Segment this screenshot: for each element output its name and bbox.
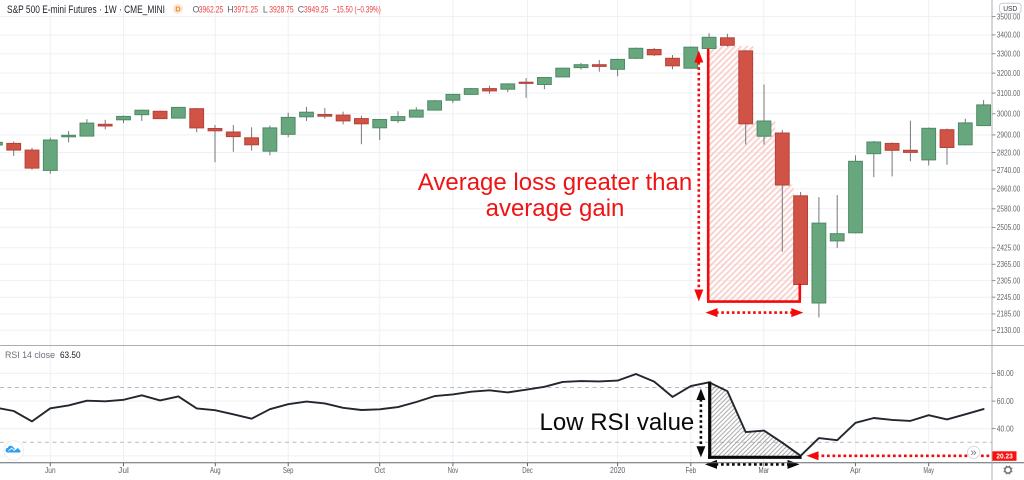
svg-text:Apr: Apr	[850, 466, 861, 475]
svg-text:L: L	[263, 4, 268, 14]
svg-text:O: O	[193, 4, 200, 14]
svg-text:2130.00: 2130.00	[997, 326, 1021, 335]
svg-text:2900.00: 2900.00	[997, 131, 1021, 140]
svg-text:20.23: 20.23	[996, 452, 1013, 461]
svg-text:RSI 14 close: RSI 14 close	[5, 350, 55, 361]
svg-text:Low RSI value: Low RSI value	[540, 409, 695, 436]
svg-text:2365.00: 2365.00	[997, 260, 1021, 269]
svg-text:Mar: Mar	[759, 466, 770, 475]
svg-text:2245.00: 2245.00	[997, 293, 1021, 302]
svg-text:3949.25: 3949.25	[304, 4, 328, 14]
svg-text:3500.00: 3500.00	[997, 12, 1021, 21]
svg-text:USD: USD	[1003, 6, 1017, 13]
svg-text:average gain: average gain	[486, 195, 625, 222]
svg-text:S&P 500 E-mini Futures · 1W ·: S&P 500 E-mini Futures · 1W · CME_MINI	[7, 4, 165, 16]
svg-text:3000.00: 3000.00	[997, 110, 1021, 119]
svg-text:3928.75: 3928.75	[269, 4, 293, 14]
svg-text:2185.00: 2185.00	[997, 310, 1021, 319]
svg-text:3400.00: 3400.00	[997, 31, 1021, 40]
svg-text:3300.00: 3300.00	[997, 50, 1021, 59]
svg-text:Feb: Feb	[686, 466, 697, 475]
svg-text:Dec: Dec	[522, 466, 533, 475]
svg-text:80.00: 80.00	[997, 369, 1014, 378]
svg-text:3962.25: 3962.25	[199, 4, 223, 14]
svg-text:2660.00: 2660.00	[997, 185, 1021, 194]
svg-text:Sep: Sep	[283, 466, 294, 475]
svg-text:2020: 2020	[610, 466, 626, 475]
svg-text:»: »	[971, 447, 977, 459]
svg-text:H: H	[227, 4, 233, 14]
svg-text:Aug: Aug	[210, 466, 221, 475]
svg-text:63.50: 63.50	[60, 350, 81, 361]
svg-text:C: C	[298, 4, 305, 14]
svg-text:3971.25: 3971.25	[234, 4, 258, 14]
svg-text:Jun: Jun	[45, 466, 56, 475]
svg-text:2580.00: 2580.00	[997, 205, 1021, 214]
svg-text:D: D	[175, 5, 181, 14]
svg-text:Nov: Nov	[448, 466, 459, 475]
svg-text:2505.00: 2505.00	[997, 223, 1021, 232]
svg-text:2425.00: 2425.00	[997, 244, 1021, 253]
svg-text:60.00: 60.00	[997, 397, 1014, 406]
svg-text:2820.00: 2820.00	[997, 148, 1021, 157]
svg-text:Jul: Jul	[118, 466, 129, 475]
svg-text:3200.00: 3200.00	[997, 69, 1021, 78]
svg-text:−15.50 (−0.39%): −15.50 (−0.39%)	[333, 4, 381, 14]
svg-text:Oct: Oct	[374, 466, 385, 475]
svg-text:3100.00: 3100.00	[997, 89, 1021, 98]
svg-text:May: May	[923, 466, 934, 475]
svg-text:2305.00: 2305.00	[997, 276, 1021, 285]
svg-text:2740.00: 2740.00	[997, 166, 1021, 175]
svg-text:40.00: 40.00	[997, 424, 1014, 433]
svg-text:Average loss greater than: Average loss greater than	[418, 169, 692, 196]
